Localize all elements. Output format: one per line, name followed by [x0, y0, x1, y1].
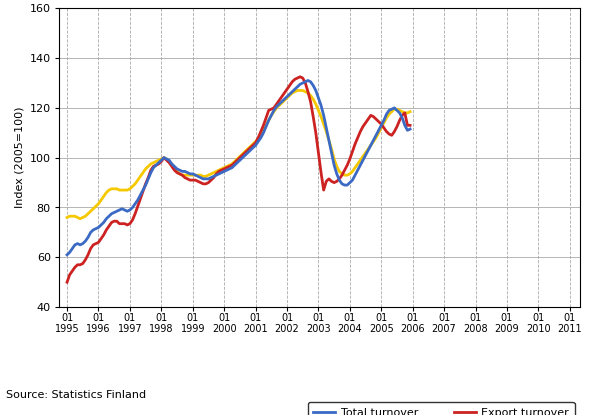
Domestic turnover	[294, 88, 301, 93]
Export turnover	[168, 164, 175, 169]
Y-axis label: Index (2005=100): Index (2005=100)	[14, 107, 24, 208]
Domestic turnover	[76, 216, 83, 221]
Line: Total turnover: Total turnover	[67, 81, 410, 255]
Total turnover	[63, 252, 70, 257]
Total turnover	[168, 161, 175, 166]
Export turnover	[344, 163, 351, 168]
Line: Domestic turnover: Domestic turnover	[67, 90, 410, 219]
Total turnover	[407, 127, 414, 132]
Export turnover	[341, 168, 348, 173]
Domestic turnover	[346, 171, 353, 176]
Legend: Total turnover, Domestic turnover, Export turnover: Total turnover, Domestic turnover, Expor…	[308, 402, 575, 415]
Domestic turnover	[344, 173, 351, 178]
Export turnover	[63, 280, 70, 285]
Total turnover	[304, 78, 311, 83]
Export turnover	[179, 173, 186, 178]
Total turnover	[92, 226, 99, 231]
Total turnover	[341, 183, 348, 188]
Total turnover	[105, 214, 112, 219]
Export turnover	[407, 123, 414, 128]
Export turnover	[105, 224, 112, 229]
Domestic turnover	[407, 109, 414, 114]
Domestic turnover	[95, 201, 102, 206]
Text: Source: Statistics Finland: Source: Statistics Finland	[6, 391, 146, 400]
Domestic turnover	[171, 165, 178, 170]
Export turnover	[92, 241, 99, 246]
Domestic turnover	[181, 173, 188, 178]
Export turnover	[297, 74, 304, 79]
Total turnover	[179, 169, 186, 174]
Total turnover	[344, 183, 351, 188]
Domestic turnover	[63, 215, 70, 220]
Domestic turnover	[108, 186, 115, 191]
Line: Export turnover: Export turnover	[67, 77, 410, 282]
